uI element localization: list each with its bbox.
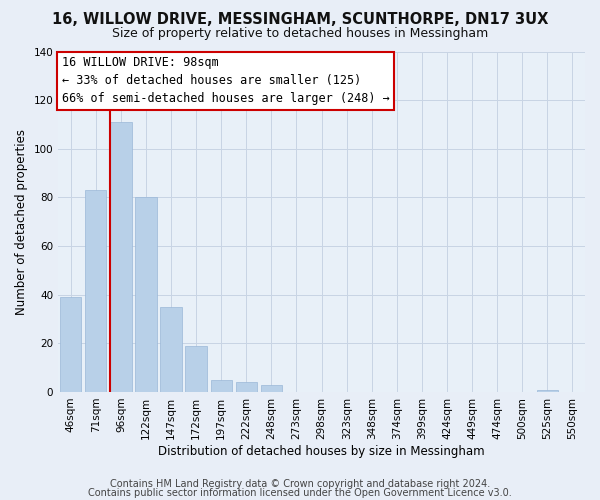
Text: Contains HM Land Registry data © Crown copyright and database right 2024.: Contains HM Land Registry data © Crown c…: [110, 479, 490, 489]
Bar: [236, 382, 257, 392]
X-axis label: Distribution of detached houses by size in Messingham: Distribution of detached houses by size …: [158, 444, 485, 458]
Bar: [261, 384, 282, 392]
Bar: [537, 390, 558, 392]
Bar: [211, 380, 232, 392]
Text: Contains public sector information licensed under the Open Government Licence v3: Contains public sector information licen…: [88, 488, 512, 498]
Bar: [85, 190, 106, 392]
Y-axis label: Number of detached properties: Number of detached properties: [15, 128, 28, 314]
Text: Size of property relative to detached houses in Messingham: Size of property relative to detached ho…: [112, 28, 488, 40]
Bar: [185, 346, 207, 392]
Bar: [136, 198, 157, 392]
Bar: [60, 297, 82, 392]
Bar: [110, 122, 131, 392]
Text: 16, WILLOW DRIVE, MESSINGHAM, SCUNTHORPE, DN17 3UX: 16, WILLOW DRIVE, MESSINGHAM, SCUNTHORPE…: [52, 12, 548, 28]
Bar: [160, 307, 182, 392]
Text: 16 WILLOW DRIVE: 98sqm
← 33% of detached houses are smaller (125)
66% of semi-de: 16 WILLOW DRIVE: 98sqm ← 33% of detached…: [62, 56, 389, 106]
